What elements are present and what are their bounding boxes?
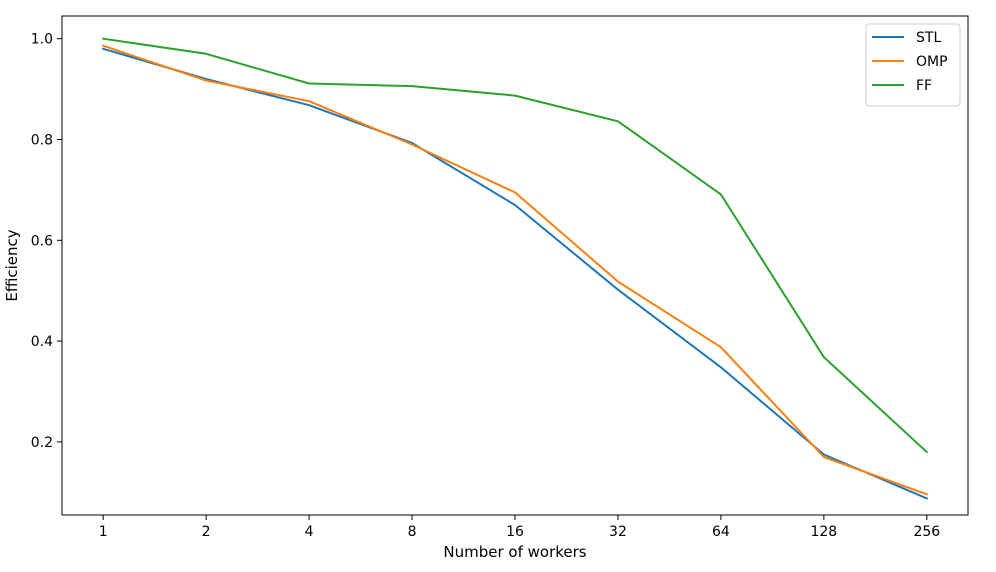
x-axis-label: Number of workers	[443, 543, 586, 561]
x-tick-label: 1	[99, 524, 108, 540]
y-tick-label: 1.0	[31, 32, 53, 48]
x-tick-label: 128	[810, 524, 837, 540]
y-axis-label: Efficiency	[3, 229, 21, 301]
x-tick-label: 8	[408, 524, 417, 540]
series-line-ff	[102, 37, 929, 454]
y-axis: 0.2 0.4 0.6 0.8 1.0	[31, 32, 62, 451]
x-tick-label: 2	[202, 524, 211, 540]
x-tick-label: 4	[305, 524, 314, 540]
y-tick-label: 0.8	[31, 132, 53, 148]
x-tick-label: 64	[712, 524, 730, 540]
plot-frame	[61, 15, 969, 516]
plot-area	[61, 15, 969, 516]
series-layer	[101, 37, 929, 500]
x-tick-label: 32	[609, 524, 627, 540]
legend-label-omp: OMP	[916, 54, 948, 70]
legend-label-ff: FF	[916, 78, 932, 94]
legend-label-stl: STL	[916, 30, 941, 46]
legend: STL OMP FF	[865, 23, 961, 107]
y-tick-label: 0.2	[31, 435, 53, 451]
x-tick-label: 256	[913, 524, 940, 540]
series-line-omp	[101, 44, 929, 496]
x-tick-label: 16	[506, 524, 524, 540]
x-axis: 1 2 4 8 16 32 64 128 256	[99, 515, 940, 540]
y-tick-label: 0.6	[31, 233, 53, 249]
y-tick-label: 0.4	[31, 334, 53, 350]
